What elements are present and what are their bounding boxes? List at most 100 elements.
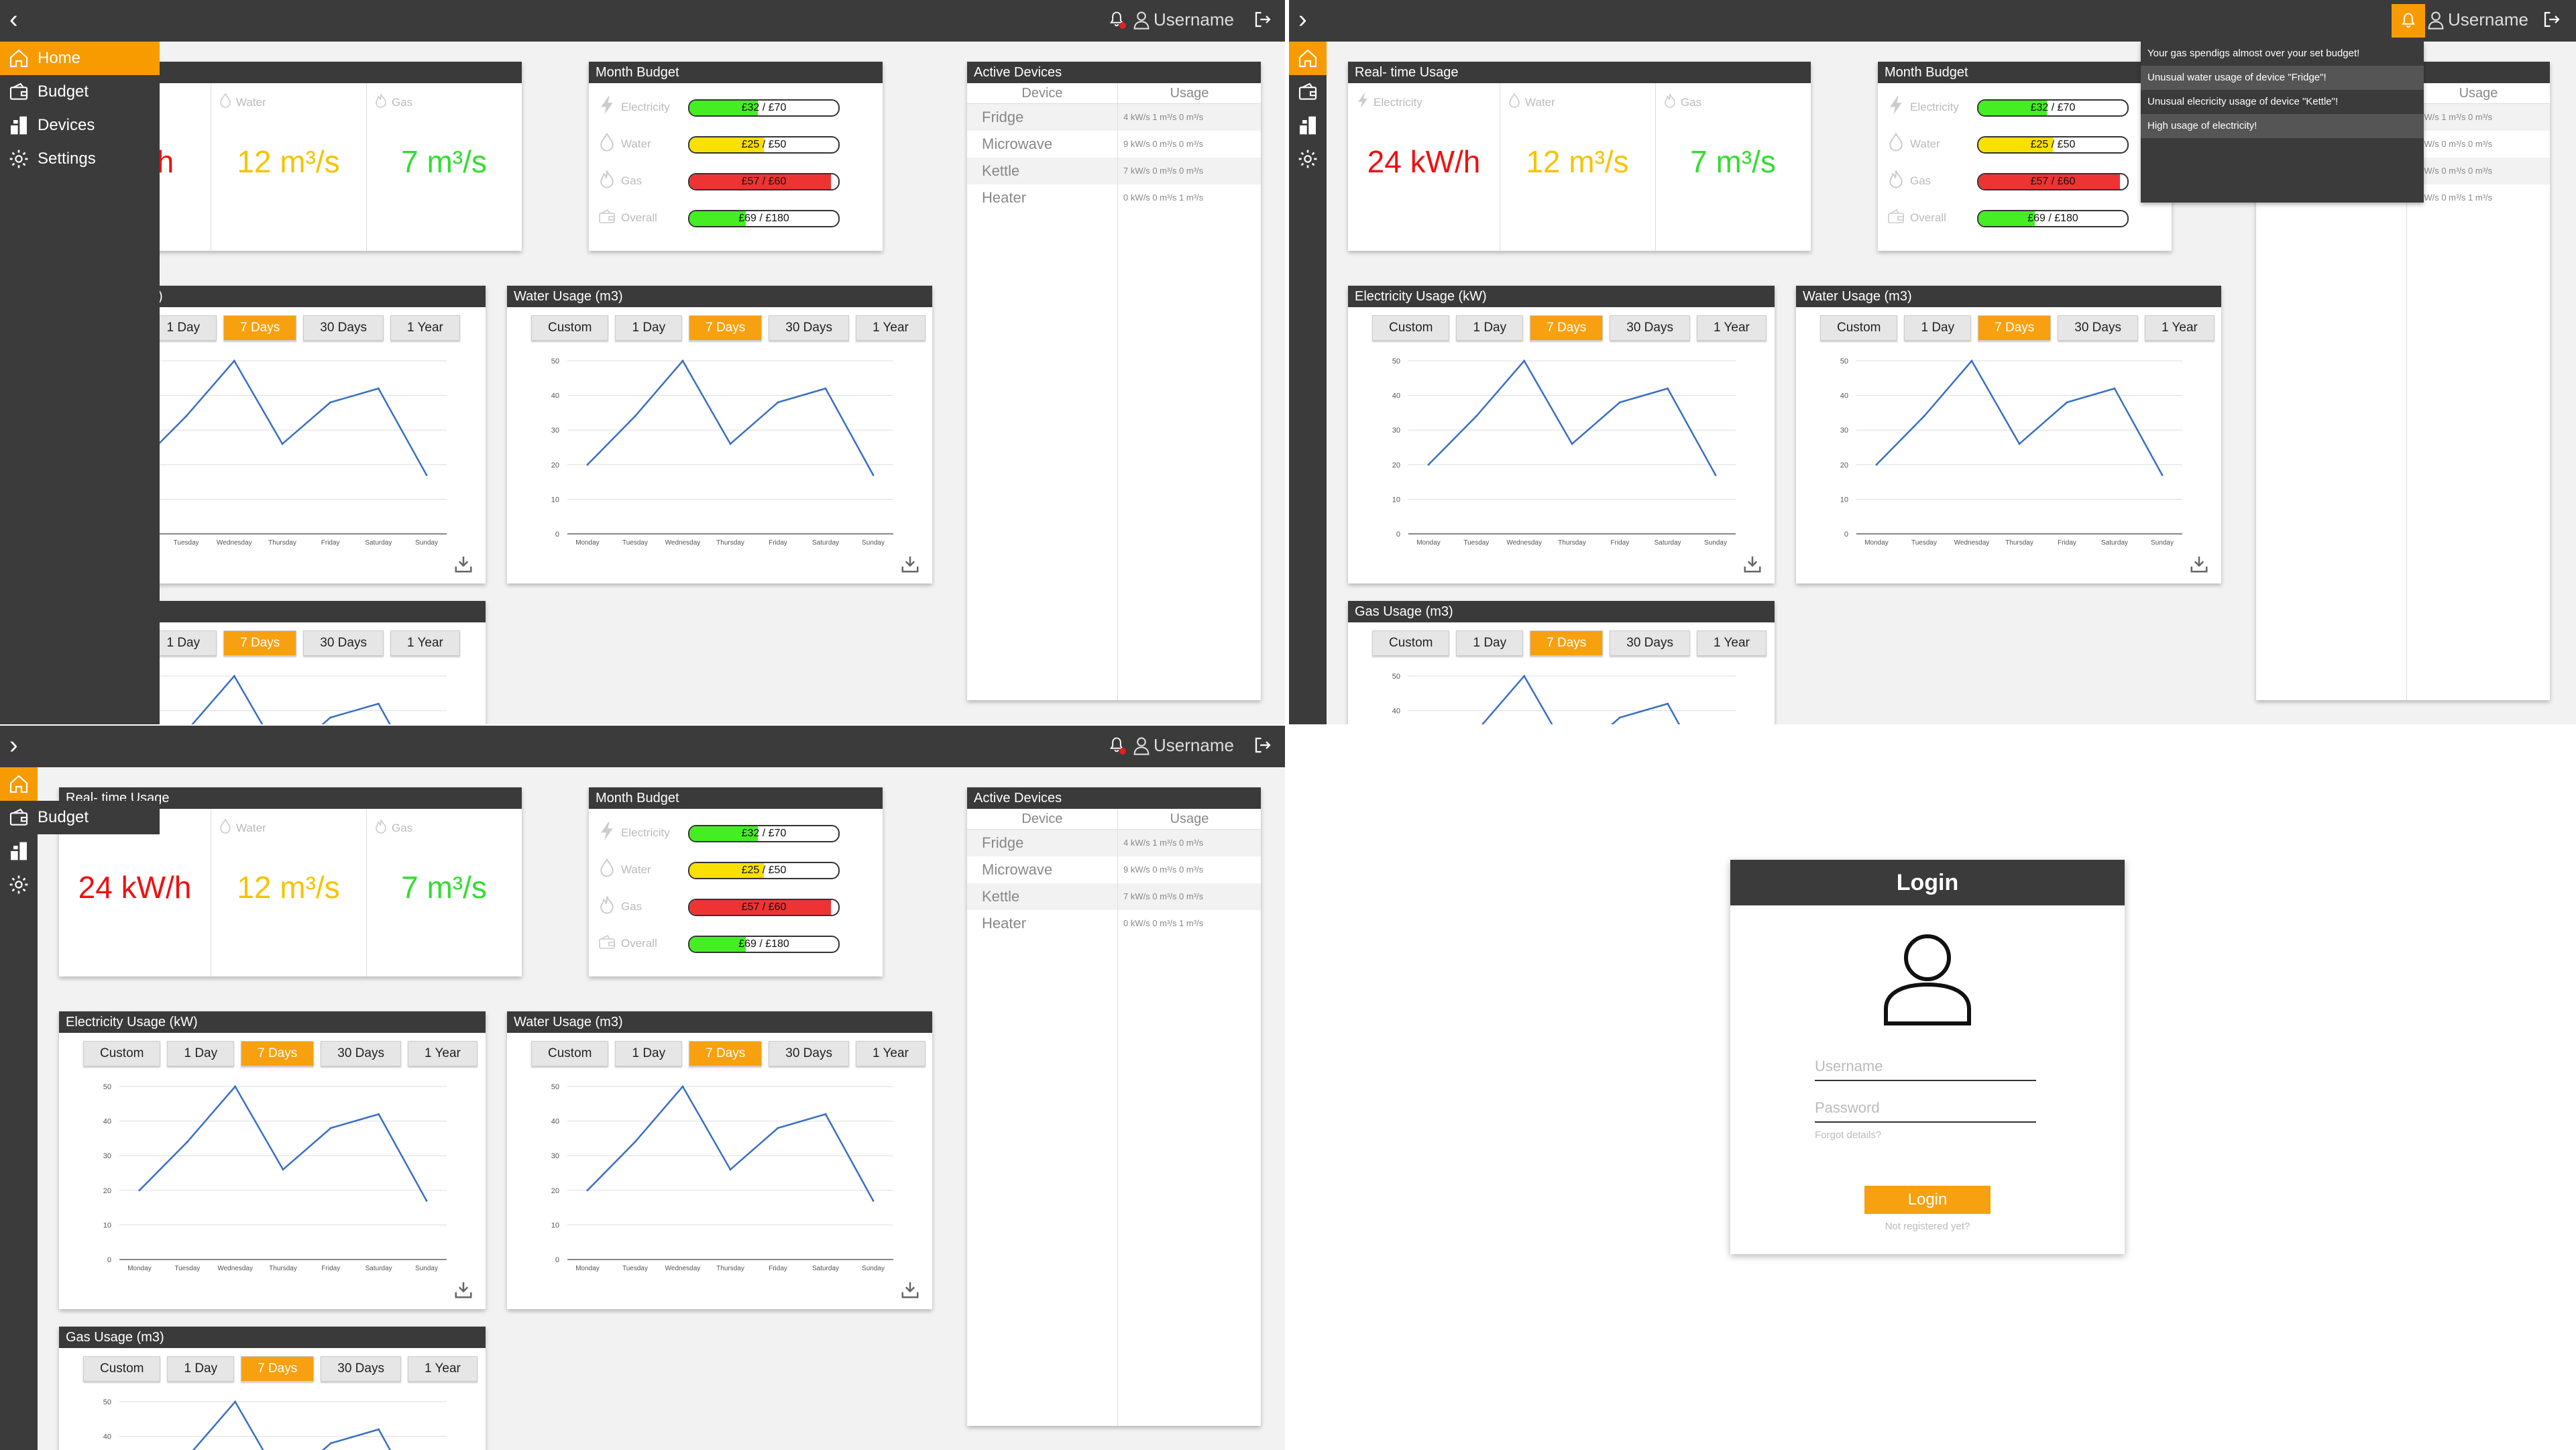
range-tab[interactable]: 1 Year	[1696, 315, 1767, 341]
forgot-details-link[interactable]: Forgot details?	[1815, 1129, 1882, 1141]
username-field[interactable]: Username	[1815, 1053, 2036, 1081]
device-name[interactable]: Microwave	[982, 861, 1053, 878]
range-tab[interactable]: 1 Day	[167, 1041, 235, 1066]
download-icon[interactable]	[453, 1280, 473, 1300]
range-tab[interactable]: 1 Day	[167, 1356, 235, 1382]
range-tab[interactable]: 1 Day	[1904, 315, 1972, 341]
range-tab[interactable]: 30 Days	[769, 1041, 849, 1066]
logout-icon[interactable]	[1253, 735, 1273, 755]
notification-item[interactable]: Your gas spendigs almost over your set b…	[2147, 48, 2360, 59]
download-icon[interactable]	[2189, 554, 2209, 574]
range-tab[interactable]: 1 Year	[855, 315, 926, 341]
range-tab[interactable]: 1 Day	[615, 315, 683, 341]
user-menu[interactable]: Username	[1132, 9, 1234, 30]
download-icon[interactable]	[453, 554, 473, 574]
bell-icon[interactable]	[1105, 734, 1128, 757]
range-tab[interactable]: Custom	[1820, 315, 1898, 341]
sidebar-item-devices[interactable]: Devices	[0, 109, 160, 142]
range-tab[interactable]: 7 Days	[241, 1356, 315, 1382]
download-icon[interactable]	[900, 1280, 920, 1300]
device-name[interactable]: Fridge	[967, 104, 1117, 131]
range-tab[interactable]: 30 Days	[1610, 630, 1690, 656]
range-tab[interactable]: 1 Year	[407, 1041, 478, 1066]
device-name[interactable]: Kettle	[967, 883, 1117, 910]
range-tab[interactable]: 7 Days	[223, 630, 297, 656]
range-tab[interactable]: Custom	[83, 1356, 161, 1382]
range-tab[interactable]: 1 Day	[150, 630, 217, 656]
sidebar-item-budget[interactable]	[1289, 75, 1327, 109]
range-tab[interactable]: 1 Day	[615, 1041, 683, 1066]
range-tab[interactable]: 1 Year	[390, 315, 460, 341]
notification-item[interactable]: Unusual water usage of device "Fridge"!	[2141, 66, 2424, 90]
range-tab[interactable]: 30 Days	[769, 315, 849, 341]
range-tab[interactable]: 30 Days	[1610, 315, 1690, 341]
range-tab[interactable]: 7 Days	[223, 315, 297, 341]
device-name[interactable]: Heater	[982, 915, 1027, 932]
range-tab[interactable]: 1 Year	[407, 1356, 478, 1382]
range-tab[interactable]: 7 Days	[241, 1041, 315, 1066]
bell-icon[interactable]	[2392, 4, 2425, 38]
series-line	[192, 1400, 392, 1450]
sidebar-item-home[interactable]: Home	[0, 42, 160, 75]
range-tab[interactable]: 7 Days	[1978, 315, 2052, 341]
range-tab[interactable]: 30 Days	[321, 1356, 401, 1382]
expand-sidebar-icon[interactable]: ›	[9, 731, 18, 759]
range-tab[interactable]: 30 Days	[321, 1041, 401, 1066]
sidebar-item-settings[interactable]	[0, 868, 38, 901]
x-tick-label: Tuesday	[174, 1265, 200, 1272]
sidebar-item-devices[interactable]	[1289, 109, 1327, 142]
range-tab[interactable]: 7 Days	[1530, 630, 1604, 656]
x-tick-label: Friday	[769, 1265, 787, 1272]
sidebar-item-settings[interactable]: Settings	[0, 142, 160, 176]
expand-sidebar-icon[interactable]: ›	[1298, 5, 1307, 34]
range-tab[interactable]: Custom	[83, 1041, 161, 1066]
top-bar: › Username	[0, 726, 1285, 767]
login-button[interactable]: Login	[1864, 1186, 1991, 1214]
range-tab[interactable]: 1 Year	[855, 1041, 926, 1066]
password-field[interactable]: Password	[1815, 1095, 2036, 1123]
sidebar-item-devices[interactable]	[0, 834, 38, 868]
range-tab[interactable]: 1 Year	[1696, 630, 1767, 656]
sidebar-item-home[interactable]	[1289, 42, 1327, 75]
range-tab[interactable]: Custom	[1372, 630, 1450, 656]
range-tab[interactable]: 30 Days	[303, 315, 384, 341]
range-tab[interactable]: 1 Year	[390, 630, 460, 656]
range-tab[interactable]: 30 Days	[2058, 315, 2138, 341]
range-tab[interactable]: 1 Year	[2144, 315, 2215, 341]
notification-item[interactable]: High usage of electricity!	[2141, 114, 2424, 138]
download-icon[interactable]	[900, 554, 920, 574]
range-tab[interactable]: 7 Days	[1530, 315, 1604, 341]
drop-icon	[598, 858, 621, 881]
range-tab[interactable]: 7 Days	[689, 315, 763, 341]
collapse-sidebar-icon[interactable]: ‹	[9, 5, 18, 34]
notification-item[interactable]: Unusual elecricity usage of device "Kett…	[2147, 96, 2339, 107]
sidebar-tooltip-budget[interactable]: Budget	[38, 801, 160, 834]
data-point	[1667, 387, 1669, 390]
range-tab[interactable]: 1 Day	[150, 315, 217, 341]
download-icon[interactable]	[1742, 554, 1762, 574]
device-name[interactable]: Heater	[982, 189, 1027, 206]
sidebar-item-settings[interactable]	[1289, 142, 1327, 176]
device-name[interactable]: Fridge	[967, 830, 1117, 856]
device-name[interactable]: Kettle	[967, 158, 1117, 184]
sidebar-item-home[interactable]	[0, 767, 38, 801]
range-tab[interactable]: 7 Days	[689, 1041, 763, 1066]
range-tab[interactable]: Custom	[531, 315, 609, 341]
gas-value: 7 m³/s	[401, 870, 487, 905]
water-label: Water	[219, 93, 266, 112]
user-menu[interactable]: Username	[2426, 9, 2528, 30]
sidebar-item-budget[interactable]: Budget	[0, 75, 160, 109]
x-tick-label: Friday	[2058, 539, 2076, 547]
logout-icon[interactable]	[1253, 9, 1273, 30]
user-menu[interactable]: Username	[1132, 735, 1234, 756]
range-tab[interactable]: 1 Day	[1456, 630, 1524, 656]
sidebar-item-budget[interactable]: Budget	[0, 801, 160, 834]
range-tab[interactable]: 1 Day	[1456, 315, 1524, 341]
bell-icon[interactable]	[1105, 8, 1128, 31]
range-tab[interactable]: Custom	[531, 1041, 609, 1066]
logout-icon[interactable]	[2542, 9, 2562, 30]
range-tab[interactable]: Custom	[1372, 315, 1450, 341]
register-link[interactable]: Not registered yet?	[1885, 1221, 1970, 1232]
range-tab[interactable]: 30 Days	[303, 630, 384, 656]
device-name[interactable]: Microwave	[982, 135, 1053, 152]
